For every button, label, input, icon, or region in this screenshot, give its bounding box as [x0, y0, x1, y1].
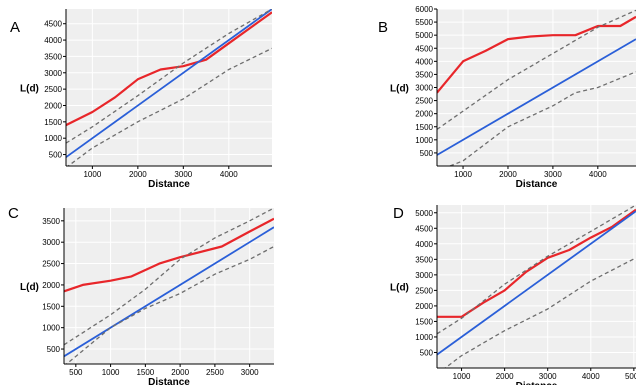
y-tick-label: 500	[420, 149, 434, 158]
y-tick-label: 3500	[42, 217, 60, 226]
y-tick-label: 4500	[415, 44, 433, 53]
y-tick-label: 4500	[44, 20, 62, 29]
x-tick-label: 1500	[136, 368, 154, 377]
y-tick-label: 4000	[44, 36, 62, 45]
y-tick-label: 2000	[415, 302, 433, 311]
lower-envelope-line	[448, 71, 636, 166]
observed-line	[66, 11, 272, 127]
y-tick-label: 6000	[415, 5, 433, 14]
y-axis-title: L(d)	[390, 283, 409, 294]
x-tick-label: 2500	[206, 368, 224, 377]
x-tick-label: 3000	[174, 170, 192, 179]
y-tick-label: 1500	[415, 317, 433, 326]
expected-line	[64, 226, 274, 358]
upper-envelope-line	[66, 9, 272, 144]
y-tick-label: 4000	[415, 57, 433, 66]
observed-line	[64, 217, 274, 293]
y-tick-label: 1500	[415, 123, 433, 132]
x-tick-label: 1000	[83, 170, 101, 179]
plot-area	[64, 208, 274, 364]
y-tick-label: 1000	[42, 324, 60, 333]
x-axis-title: Distance	[148, 179, 190, 190]
x-tick-label: 3000	[241, 368, 259, 377]
series-group	[66, 9, 272, 166]
y-tick-label: 4500	[415, 224, 433, 233]
x-tick-label: 2000	[499, 170, 517, 179]
y-tick-label: 1000	[415, 333, 433, 342]
x-tick-label: 5000	[625, 372, 636, 381]
y-tick-label: 500	[420, 348, 434, 357]
x-tick-label: 1000	[102, 368, 120, 377]
panel-label: D	[393, 205, 404, 222]
y-tick-label: 500	[47, 345, 61, 354]
expected-line	[437, 38, 636, 156]
x-axis-title: Distance	[516, 179, 558, 190]
panel-label: B	[378, 19, 388, 36]
y-tick-label: 500	[49, 151, 63, 160]
y-tick-label: 1000	[415, 136, 433, 145]
y-tick-label: 5500	[415, 18, 433, 27]
y-tick-label: 1500	[42, 302, 60, 311]
x-tick-label: 500	[69, 368, 83, 377]
observed-line	[437, 15, 636, 94]
y-tick-label: 1500	[44, 118, 62, 127]
y-tick-label: 2000	[415, 110, 433, 119]
y-tick-label: 3500	[415, 70, 433, 79]
chart-panel-b: 1000 2000 3000 4000 500 1000 1500 2000 2500 3000 3…	[378, 5, 636, 190]
x-tick-label: 4000	[589, 170, 607, 179]
y-tick-label: 3500	[44, 52, 62, 61]
series-group	[437, 9, 636, 166]
y-tick-label: 5000	[415, 31, 433, 40]
panel-label: A	[10, 19, 20, 36]
x-tick-label: 3000	[539, 372, 557, 381]
y-tick-label: 2500	[42, 260, 60, 269]
expected-line	[66, 9, 272, 158]
y-tick-label: 2500	[415, 286, 433, 295]
y-tick-label: 1000	[44, 134, 62, 143]
x-tick-label: 4000	[582, 372, 600, 381]
y-tick-label: 4000	[415, 240, 433, 249]
upper-envelope-line	[437, 9, 636, 130]
chart-panel-a: 1000 2000 3000 4000 500 1000 1500 2000 2500 3000 3…	[10, 9, 272, 190]
y-tick-label: 3000	[44, 69, 62, 78]
y-axis-title: L(d)	[390, 84, 409, 95]
y-tick-label: 3000	[415, 84, 433, 93]
x-tick-label: 2000	[129, 170, 147, 179]
y-tick-label: 5000	[415, 209, 433, 218]
panel-label: C	[8, 205, 19, 222]
x-tick-label: 3000	[544, 170, 562, 179]
y-tick-label: 2000	[42, 281, 60, 290]
y-tick-label: 2000	[44, 101, 62, 110]
x-tick-label: 2000	[171, 368, 189, 377]
series-group	[64, 208, 274, 364]
chart-panel-c: 500 1000 1500 2000 2500 3000 500 1000 1500 2000 25…	[8, 205, 274, 385]
x-axis-title: Distance	[516, 381, 558, 385]
x-axis-title: Distance	[148, 377, 190, 385]
x-tick-label: 4000	[220, 170, 238, 179]
y-axis-title: L(d)	[20, 282, 39, 293]
series-group	[437, 205, 636, 368]
y-axis-title: L(d)	[20, 84, 39, 95]
plot-area	[66, 9, 272, 166]
upper-envelope-line	[437, 205, 636, 335]
x-tick-label: 1000	[453, 372, 471, 381]
expected-line	[437, 210, 636, 356]
y-tick-label: 2500	[44, 85, 62, 94]
x-tick-label: 1000	[454, 170, 472, 179]
y-tick-label: 3500	[415, 255, 433, 264]
y-tick-label: 2500	[415, 97, 433, 106]
y-tick-label: 3000	[415, 271, 433, 280]
upper-envelope-line	[64, 208, 274, 346]
chart-panel-d: 1000 2000 3000 4000 5000 500 1000 1500 2000 2500 3…	[390, 205, 636, 385]
y-tick-label: 3000	[42, 238, 60, 247]
lower-envelope-line	[67, 47, 272, 166]
x-tick-label: 2000	[496, 372, 514, 381]
